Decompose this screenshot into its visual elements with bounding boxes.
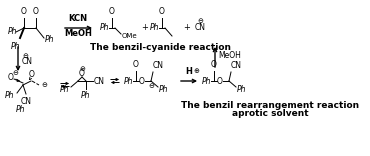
Text: +: + bbox=[184, 24, 191, 32]
Text: O: O bbox=[217, 76, 223, 85]
Text: MeOH: MeOH bbox=[64, 29, 92, 38]
Text: Ph: Ph bbox=[8, 27, 17, 37]
Text: O: O bbox=[133, 60, 139, 69]
Text: Ph: Ph bbox=[45, 36, 54, 44]
Text: OMe: OMe bbox=[122, 33, 138, 39]
Text: O: O bbox=[211, 60, 217, 69]
Text: Ph: Ph bbox=[60, 85, 69, 93]
Text: O: O bbox=[33, 7, 39, 16]
Text: Ph: Ph bbox=[202, 76, 212, 85]
Text: O: O bbox=[29, 70, 35, 79]
Text: CN: CN bbox=[22, 58, 33, 66]
Text: O: O bbox=[139, 76, 145, 85]
Text: O: O bbox=[8, 73, 14, 81]
Text: Ph: Ph bbox=[100, 24, 110, 32]
Text: ⊖: ⊖ bbox=[41, 82, 47, 88]
Text: CN: CN bbox=[231, 61, 242, 70]
Text: MeOH: MeOH bbox=[218, 51, 241, 61]
Text: O: O bbox=[159, 7, 165, 16]
Text: CN: CN bbox=[195, 24, 205, 32]
Text: Ph: Ph bbox=[237, 85, 246, 93]
Text: +: + bbox=[142, 24, 148, 32]
Text: O: O bbox=[21, 7, 27, 16]
Text: Ph: Ph bbox=[150, 24, 159, 32]
Text: CN: CN bbox=[20, 97, 31, 106]
Text: The benzil-cyanide reaction: The benzil-cyanide reaction bbox=[90, 44, 231, 53]
Text: ⊖: ⊖ bbox=[22, 53, 28, 59]
Text: The benzil rearrangement reaction: The benzil rearrangement reaction bbox=[181, 100, 359, 110]
Text: Ph: Ph bbox=[11, 42, 21, 51]
Text: KCN: KCN bbox=[68, 14, 88, 23]
Text: CN: CN bbox=[94, 76, 105, 85]
Text: O: O bbox=[79, 68, 85, 78]
Text: ⊖: ⊖ bbox=[12, 70, 18, 76]
Text: Ph: Ph bbox=[159, 85, 168, 93]
Text: O: O bbox=[109, 7, 115, 16]
Text: H: H bbox=[186, 67, 192, 76]
Text: Ph: Ph bbox=[16, 105, 26, 114]
Text: Ph: Ph bbox=[81, 91, 91, 100]
Text: ⊖: ⊖ bbox=[197, 18, 203, 24]
Text: ⊖: ⊖ bbox=[148, 83, 154, 89]
Text: Ph: Ph bbox=[124, 76, 134, 85]
Text: ⊕: ⊕ bbox=[193, 68, 199, 74]
Text: ⊖: ⊖ bbox=[79, 66, 85, 72]
Text: Ph: Ph bbox=[4, 90, 14, 100]
Text: aprotic solvent: aprotic solvent bbox=[232, 109, 308, 117]
Text: CN: CN bbox=[153, 61, 164, 70]
